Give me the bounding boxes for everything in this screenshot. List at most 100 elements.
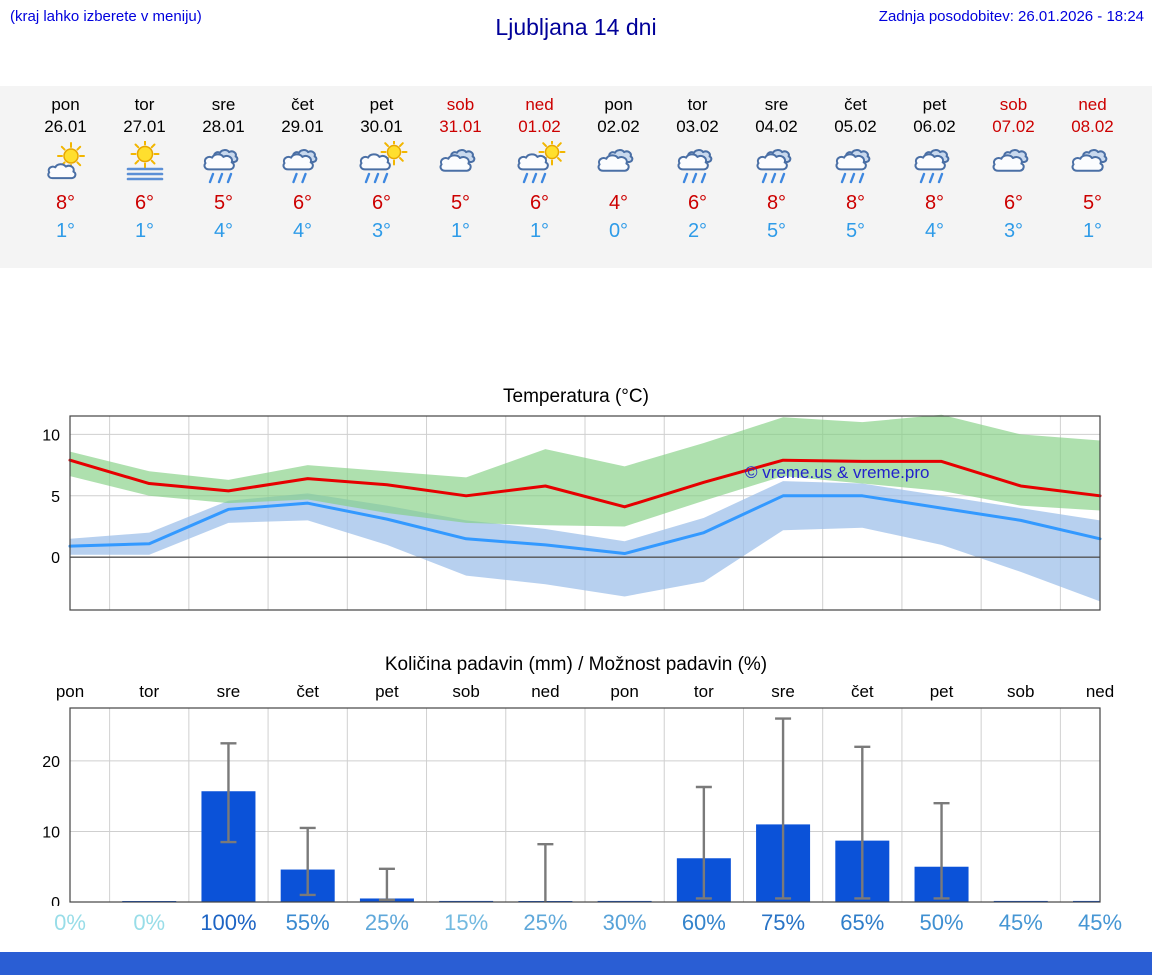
precip-day-label: ned: [531, 682, 560, 701]
precip-day-label: tor: [693, 682, 714, 701]
sun-cloud-icon: [38, 141, 94, 187]
day-date: 28.01: [202, 116, 245, 136]
forecast-day: čet 29.01 6° 4°: [263, 94, 342, 243]
last-update-text: Zadnja posodobitev: 26.01.2026 - 18:24: [878, 8, 1144, 25]
page-title: Ljubljana 14 dni: [495, 14, 657, 40]
forecast-day: tor 27.01 6° 1°: [105, 94, 184, 243]
precip-day-label: pet: [929, 682, 954, 701]
precip-day-label: tor: [139, 682, 160, 701]
forecast-day: ned 08.02 5° 1°: [1053, 94, 1132, 243]
temp-min: 1°: [55, 219, 76, 242]
rain-icon: [907, 141, 963, 187]
precip-day-label: sre: [216, 682, 241, 701]
precip-probability: 30%: [602, 910, 647, 935]
temp-min: 1°: [450, 219, 471, 242]
temp-min: 0°: [608, 219, 629, 242]
precip-probability: 75%: [761, 910, 806, 935]
forecast-day: pon 26.01 8° 1°: [26, 94, 105, 243]
precip-probability: 15%: [444, 910, 489, 935]
svg-text:5: 5: [51, 489, 60, 506]
day-date: 01.02: [518, 116, 561, 136]
day-name: pon: [604, 95, 633, 114]
day-date: 03.02: [676, 116, 719, 136]
footer-bar: [0, 952, 1152, 975]
cloudy-icon: [591, 141, 647, 187]
temp-min: 2°: [687, 219, 708, 242]
temperature-chart: 0 5 10 © vreme.us & vreme.pro: [42, 414, 1102, 611]
temp-max: 8°: [845, 191, 866, 214]
day-name: pet: [369, 95, 394, 114]
forecast-day: čet 05.02 8° 5°: [816, 94, 895, 243]
precip-day-labels-row: pon tor sre čet pet sob ned pon tor sre čet pet sob n…: [0, 682, 1152, 706]
precip-day-label: sob: [1007, 682, 1035, 701]
forecast-day: pet 30.01 6° 3°: [342, 94, 421, 243]
forecast-day: pet 06.02 8° 4°: [895, 94, 974, 243]
precip-probability: 0%: [133, 910, 166, 935]
temp-max: 4°: [608, 191, 629, 214]
location-menu-note: (kraj lahko izberete v meniju): [10, 8, 202, 25]
forecast-day: pon 02.02 4° 0°: [579, 94, 658, 243]
day-date: 07.02: [992, 116, 1035, 136]
forecast-strip: pon 26.01 8° 1° tor 27.01 6° 1° sre 28.01 5° 4° čet 2…: [0, 86, 1152, 268]
temp-max: 8°: [55, 191, 76, 214]
temp-min: 3°: [371, 219, 392, 242]
temp-max: 8°: [924, 191, 945, 214]
day-name: sre: [211, 95, 236, 114]
precip-probability: 100%: [200, 910, 257, 935]
temp-max: 5°: [1082, 191, 1103, 214]
temp-max: 6°: [292, 191, 313, 214]
forecast-day: sob 07.02 6° 3°: [974, 94, 1053, 243]
temp-max: 6°: [1003, 191, 1024, 214]
precip-probability: 45%: [1077, 910, 1123, 935]
day-name: ned: [1078, 95, 1107, 114]
temp-max: 6°: [371, 191, 392, 214]
forecast-day: ned 01.02 6° 1°: [500, 94, 579, 243]
svg-text:0: 0: [51, 550, 60, 567]
cloudy-icon: [1065, 141, 1121, 187]
precip-day-label: čet: [850, 682, 874, 701]
day-name: tor: [687, 95, 708, 114]
day-name: pet: [922, 95, 947, 114]
forecast-day: sob 31.01 5° 1°: [421, 94, 500, 243]
day-name: ned: [525, 95, 554, 114]
svg-text:10: 10: [42, 427, 60, 444]
rain-icon: [670, 141, 726, 187]
precip-probability: 55%: [285, 910, 330, 935]
precip-day-label: čet: [296, 682, 320, 701]
day-date: 26.01: [44, 116, 87, 136]
day-date: 04.02: [755, 116, 798, 136]
temperature-chart-title: Temperatura (°C): [503, 386, 649, 407]
precip-day-label: pon: [55, 682, 85, 701]
day-date: 06.02: [913, 116, 956, 136]
day-date: 08.02: [1071, 116, 1114, 136]
rain-icon: [196, 141, 252, 187]
svg-text:10: 10: [42, 824, 60, 841]
day-name: čet: [291, 95, 314, 114]
day-name: sob: [999, 95, 1028, 114]
forecast-day: tor 03.02 6° 2°: [658, 94, 737, 243]
precip-day-label: pon: [610, 682, 639, 701]
sun-rain-icon: [354, 138, 410, 187]
precip-probability: 65%: [840, 910, 885, 935]
precip-day-label: sre: [771, 682, 795, 701]
temp-min: 5°: [766, 219, 787, 242]
precip-probability: 60%: [681, 910, 726, 935]
top-header: (kraj lahko izberete v meniju) Ljubljana…: [0, 0, 1152, 56]
watermark-text: © vreme.us & vreme.pro: [745, 463, 929, 482]
precip-probability: 50%: [919, 910, 964, 935]
precipitation-chart: 0 10 20: [42, 707, 1101, 906]
rain-icon: [828, 141, 884, 187]
sun-fog-icon: [117, 139, 173, 187]
precip-probability: 25%: [364, 910, 409, 935]
precip-day-label: sob: [452, 682, 480, 701]
cloudy-icon: [433, 141, 489, 187]
day-date: 30.01: [360, 116, 403, 136]
temp-max: 8°: [766, 191, 787, 214]
temp-min: 1°: [1082, 219, 1103, 242]
temp-max: 6°: [687, 191, 708, 214]
svg-text:0: 0: [51, 895, 60, 906]
rain-icon: [749, 141, 805, 187]
day-name: sre: [764, 95, 789, 114]
precip-probability: 25%: [523, 910, 568, 935]
day-date: 29.01: [281, 116, 324, 136]
